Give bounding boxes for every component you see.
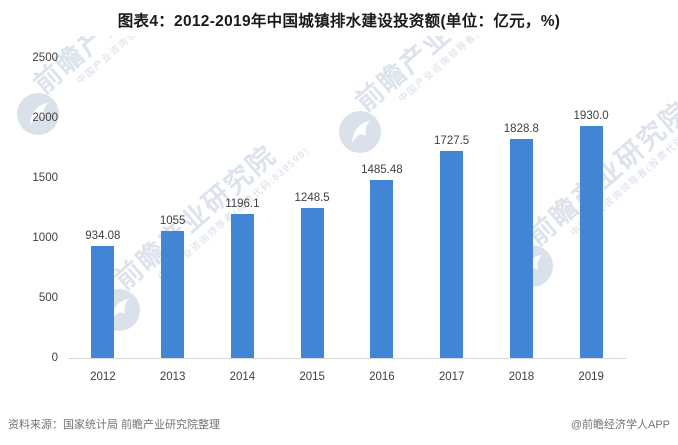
y-axis-tick-500: 500 [38, 292, 58, 304]
x-axis-label-2012: 2012 [90, 371, 116, 383]
x-axis-label-2017: 2017 [438, 371, 465, 383]
bar-value-2017: 1727.5 [434, 134, 470, 147]
bar-2016 [370, 179, 394, 358]
x-axis-label-2014: 2014 [229, 371, 256, 383]
plot-area: 934.08 1055 1196.1 1248.5 1485.48 1727.5 1828.… [68, 58, 626, 383]
bar-2013 [161, 231, 185, 358]
bar-group-2014: 1196.1 [208, 58, 278, 358]
watermark-tile: 前瞻产业研究院 中国产业咨询领导者(股票代码:839599) [339, 36, 553, 153]
chart-footer: 资料来源：国家统计局 前瞻产业研究院整理 @前瞻经济学人APP [8, 418, 670, 432]
bar-group-2016: 1485.48 [347, 58, 417, 358]
bar-2019 [579, 126, 603, 358]
bar-group-2012: 934.08 [68, 58, 138, 358]
qianzhan-logo-icon [339, 111, 381, 153]
y-axis-tick-2500: 2500 [32, 52, 58, 64]
bar-2012 [91, 245, 115, 358]
bar-value-2019: 1930.0 [573, 110, 609, 123]
chart-title: 图表4：2012-2019年中国城镇排水建设投资额(单位：亿元，%) [117, 13, 561, 30]
x-axis-label-2019: 2019 [578, 371, 604, 383]
bar-value-2012: 934.08 [85, 229, 121, 242]
x-axis-line [68, 358, 626, 359]
bar-group-2017: 1727.5 [417, 58, 487, 358]
bar-2015 [300, 208, 324, 358]
x-axis-label-2016: 2016 [369, 371, 395, 383]
bar-2014 [230, 214, 254, 358]
bar-group-2019: 1930.0 [556, 58, 626, 358]
y-axis-tick-1000: 1000 [32, 232, 58, 244]
bar-group-2018: 1828.8 [487, 58, 557, 358]
x-axis-label-2015: 2015 [299, 371, 325, 383]
bar-value-2015: 1248.5 [294, 192, 330, 205]
source-note: 资料来源：国家统计局 前瞻产业研究院整理 [8, 419, 221, 431]
bar-2018 [509, 138, 533, 358]
bar-value-2018: 1828.8 [503, 122, 539, 135]
credit-note: @前瞻经济学人APP [570, 419, 670, 431]
bar-value-2013: 1055 [159, 215, 186, 228]
qianzhan-logo-icon [17, 93, 59, 135]
bar-value-2016: 1485.48 [361, 163, 403, 176]
y-axis-tick-0: 0 [51, 352, 58, 364]
y-axis: 0 500 1000 1500 2000 2500 [0, 52, 58, 364]
y-axis-tick-1500: 1500 [32, 172, 58, 184]
watermark-tile: 前瞻产业研究院 中国产业咨询领导者(股票代码:839599) [17, 36, 231, 135]
bar-series: 934.08 1055 1196.1 1248.5 1485.48 1727.5 1828.… [68, 58, 626, 358]
bar-2017 [440, 150, 464, 358]
bar-value-2014: 1196.1 [225, 198, 260, 211]
bar-group-2013: 1055 [138, 58, 208, 358]
y-axis-tick-2000: 2000 [32, 112, 58, 124]
bar-group-2015: 1248.5 [277, 58, 347, 358]
x-axis-label-2018: 2018 [508, 371, 535, 383]
x-axis-label-2013: 2013 [159, 371, 186, 383]
x-axis-labels: 2012 2013 2014 2015 2016 2017 2018 2019 [68, 370, 626, 384]
